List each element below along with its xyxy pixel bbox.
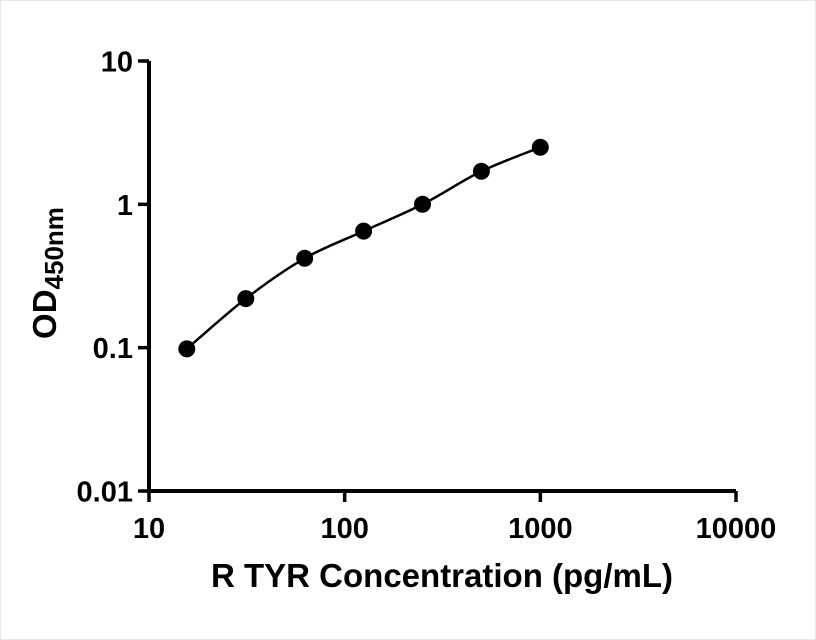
y-tick-label: 0.1 — [93, 333, 133, 365]
y-tick-label: 0.01 — [77, 477, 133, 509]
data-point — [472, 162, 490, 180]
y-axis-label-subscript: 450nm — [39, 207, 69, 289]
x-tick-label: 1000 — [508, 513, 573, 545]
fit-line — [185, 146, 541, 350]
y-tick-label: 10 — [101, 47, 133, 79]
x-axis-label: R TYR Concentration (pg/mL) — [211, 557, 673, 594]
data-point — [178, 340, 196, 358]
data-point — [296, 249, 314, 267]
data-point — [531, 138, 549, 156]
data-point — [414, 195, 431, 213]
x-tick-label: 10 — [133, 513, 165, 545]
x-tick-label: 100 — [320, 513, 368, 545]
data-point — [237, 290, 255, 308]
x-tick-label: 10000 — [696, 513, 777, 545]
data-point — [355, 222, 373, 240]
y-axis-label: OD450nm — [26, 207, 69, 339]
y-axis-label-main: OD — [26, 289, 63, 339]
axes: 10 100 1000 10000 0.01 0.1 1 10 — [77, 47, 777, 546]
data-series — [178, 138, 549, 358]
y-tick-label: 1 — [117, 190, 133, 222]
